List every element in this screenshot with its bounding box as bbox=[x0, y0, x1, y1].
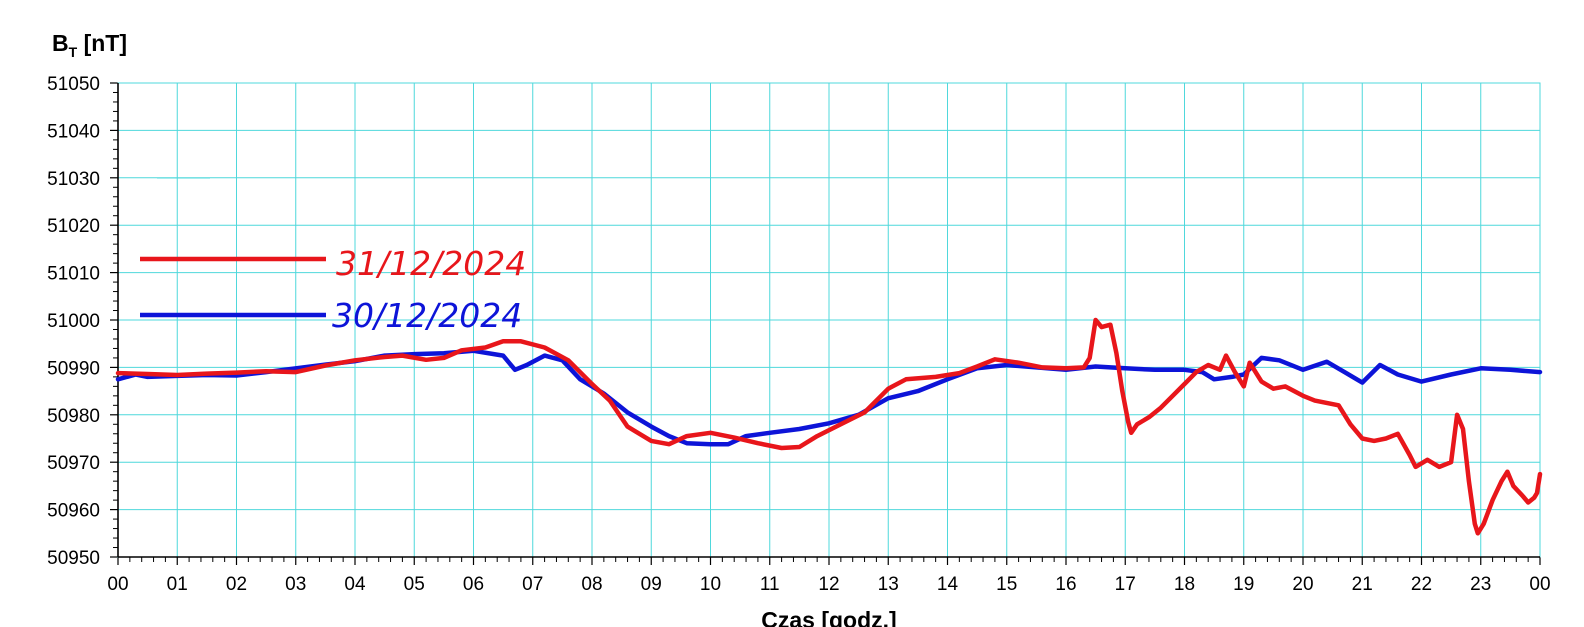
y-tick-labels: 51050 51040 51030 51020 51010 51000 50990 50980… bbox=[47, 74, 100, 569]
x-tick-label: 00 bbox=[107, 574, 128, 595]
x-tick-labels: 00 01 02 03 04 05 06 07 08 09 10 11 12 13 14 15 16 17 18 19… bbox=[107, 574, 1550, 595]
x-tick-label: 09 bbox=[641, 574, 662, 595]
x-tick-label: 01 bbox=[167, 574, 188, 595]
minor-ticks bbox=[110, 82, 1541, 565]
y-axis-title-sub: T bbox=[69, 44, 78, 60]
x-tick-label: 22 bbox=[1411, 574, 1432, 595]
y-tick-label: 51020 bbox=[47, 216, 100, 237]
y-tick-label: 51010 bbox=[47, 264, 100, 285]
x-tick-label: 03 bbox=[285, 574, 306, 595]
x-tick-label: 15 bbox=[996, 574, 1017, 595]
x-tick-label: 11 bbox=[760, 574, 780, 595]
series-line-31-12-2024 bbox=[115, 317, 1543, 536]
x-tick-label: 16 bbox=[1055, 574, 1076, 595]
y-tick-label: 50970 bbox=[47, 453, 100, 474]
legend-label-30-12-2024: 30/12/2024 bbox=[332, 296, 522, 335]
y-tick-label: 51050 bbox=[47, 74, 100, 95]
y-axis-title: BT [nT] bbox=[52, 30, 127, 60]
series-layer bbox=[115, 317, 1543, 536]
x-tick-label: 21 bbox=[1352, 574, 1373, 595]
grid bbox=[118, 83, 1540, 557]
legend: 31/12/2024 30/12/2024 bbox=[140, 244, 526, 335]
x-tick-label: 06 bbox=[463, 574, 484, 595]
y-axis-title-main: B bbox=[52, 30, 69, 56]
y-tick-label: 51040 bbox=[47, 121, 100, 142]
x-axis-title: Czas [godz.] bbox=[761, 607, 896, 627]
x-tick-label: 18 bbox=[1174, 574, 1195, 595]
x-tick-label: 08 bbox=[581, 574, 602, 595]
legend-label-31-12-2024: 31/12/2024 bbox=[336, 244, 526, 283]
x-tick-label: 14 bbox=[937, 574, 959, 595]
y-tick-label: 50960 bbox=[47, 501, 100, 522]
x-tick-label: 02 bbox=[226, 574, 247, 595]
y-tick-label: 51030 bbox=[47, 169, 100, 190]
y-tick-label: 51000 bbox=[47, 311, 100, 332]
x-tick-label: 23 bbox=[1470, 574, 1491, 595]
x-tick-label: 05 bbox=[404, 574, 425, 595]
y-axis-title-unit: [nT] bbox=[77, 30, 127, 56]
y-tick-label: 50950 bbox=[47, 548, 100, 569]
x-tick-label: 17 bbox=[1115, 574, 1136, 595]
x-tick-label: 00 bbox=[1529, 574, 1550, 595]
x-tick-label: 13 bbox=[878, 574, 899, 595]
x-tick-label: 20 bbox=[1292, 574, 1313, 595]
x-tick-label: 19 bbox=[1233, 574, 1254, 595]
x-tick-label: 04 bbox=[344, 574, 366, 595]
y-tick-label: 50990 bbox=[47, 358, 100, 379]
x-tick-label: 12 bbox=[818, 574, 839, 595]
x-tick-label: 07 bbox=[522, 574, 543, 595]
x-tick-label: 10 bbox=[700, 574, 721, 595]
y-tick-label: 50980 bbox=[47, 406, 100, 427]
